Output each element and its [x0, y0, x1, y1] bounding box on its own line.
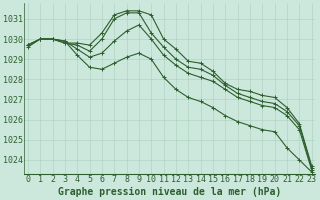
X-axis label: Graphe pression niveau de la mer (hPa): Graphe pression niveau de la mer (hPa) — [58, 187, 281, 197]
